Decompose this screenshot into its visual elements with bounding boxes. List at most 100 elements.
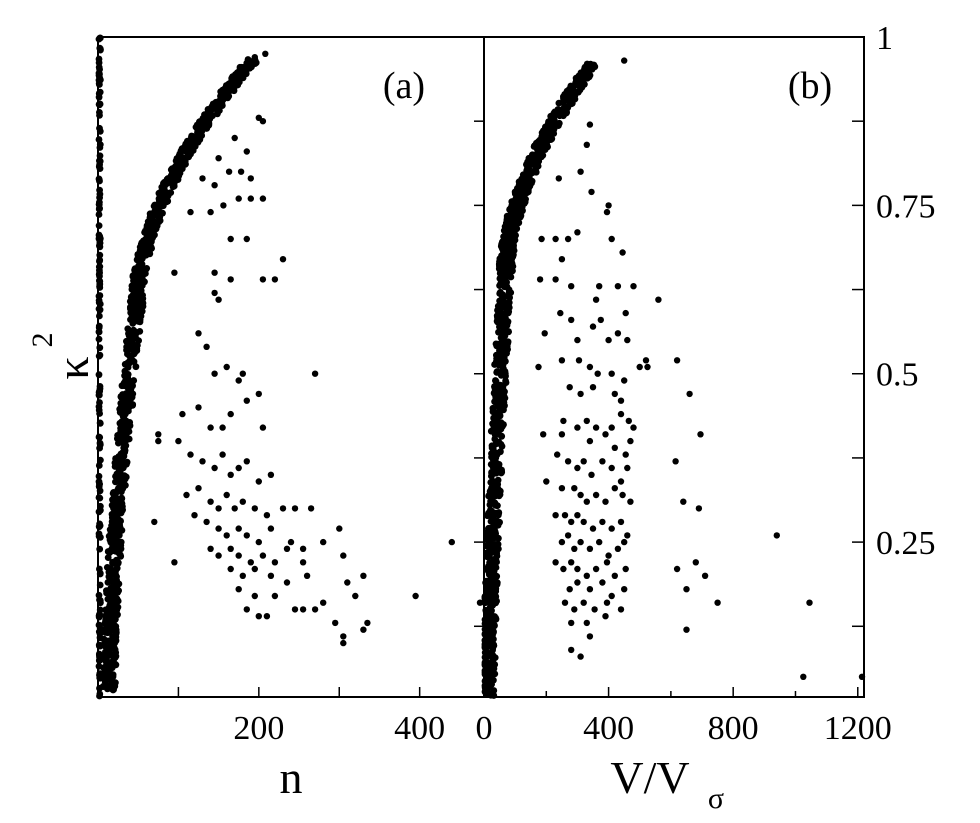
panel-a-scatter-point xyxy=(267,471,275,478)
panel-b-scatter-point xyxy=(574,464,581,472)
panel-b-band-point xyxy=(531,168,539,176)
panel-a-band-point xyxy=(96,165,104,173)
panel-b-band-point xyxy=(555,99,563,107)
panel-b-band-point xyxy=(488,558,496,566)
panel-a-band-point xyxy=(95,222,103,230)
panel-b-scatter-point xyxy=(619,491,626,499)
panel-b-scatter-point xyxy=(611,444,618,451)
panel-b-scatter-point xyxy=(617,606,625,613)
panel-b-scatter-point xyxy=(673,565,681,573)
panel-a-scatter-point xyxy=(263,613,271,620)
panel-a-band-point xyxy=(106,642,114,650)
panel-a-band-point xyxy=(112,478,119,486)
panel-b-scatter-point xyxy=(588,471,595,478)
panel-b-scatter-point xyxy=(586,586,594,593)
panel-b-scatter-point xyxy=(554,451,561,458)
panel-a-band-point xyxy=(96,581,104,589)
panel-b-scatter-point xyxy=(568,283,575,290)
panel-a-scatter-point xyxy=(291,606,299,613)
panel-b-scatter-point xyxy=(577,653,584,660)
panel-b-band-point xyxy=(551,110,559,118)
panel-b-band-point xyxy=(481,599,489,607)
panel-b-scatter-point xyxy=(608,370,615,377)
panel-a-band-point xyxy=(122,442,130,449)
panel-a-band-point xyxy=(177,165,185,173)
panel-b-x-tick-label: 1200 xyxy=(824,710,892,747)
panel-a-band-point xyxy=(96,351,104,359)
panel-a-x-tick-label: 200 xyxy=(233,710,284,747)
panel-a-scatter-point xyxy=(155,437,162,445)
panel-a-scatter-point xyxy=(227,471,234,478)
panel-b-band-point xyxy=(484,630,491,637)
panel-a-scatter-point xyxy=(211,269,218,276)
panel-a-band-point xyxy=(95,462,103,469)
panel-b-scatter-point xyxy=(586,437,594,445)
panel-a-scatter-point xyxy=(215,552,222,559)
panel-a-band-point xyxy=(103,611,110,619)
panel-a-band-point xyxy=(158,189,166,196)
panel-a-band-point xyxy=(118,526,126,534)
panel-a-band-point xyxy=(151,207,159,215)
panel-a-label: (a) xyxy=(383,65,425,107)
panel-b-scatter-point xyxy=(574,579,581,586)
panel-a-band-point xyxy=(95,508,103,516)
panel-b-band-point xyxy=(492,593,500,600)
panel-a-band-point xyxy=(146,242,154,250)
panel-b-band-point xyxy=(481,641,489,649)
panel-b-band-point xyxy=(520,172,527,180)
panel-a-scatter-point xyxy=(255,613,262,620)
panel-b-scatter-point xyxy=(611,572,618,579)
panel-b-band-point xyxy=(489,408,497,416)
panel-b-band-point xyxy=(487,543,494,551)
panel-b-scatter-point xyxy=(571,545,578,552)
panel-b-band-point xyxy=(497,369,505,377)
panel-a-band-point xyxy=(134,318,142,325)
panel-b-band-point xyxy=(484,618,492,625)
panel-b-scatter-point xyxy=(627,437,634,445)
panel-b-band-point xyxy=(582,72,589,80)
panel-b-scatter-point xyxy=(714,599,721,606)
panel-b-scatter-point xyxy=(605,202,612,209)
panel-a-band-point xyxy=(115,580,123,588)
panel-a-scatter-point xyxy=(247,559,254,566)
panel-a-scatter-point xyxy=(336,525,343,532)
panel-a-scatter-point xyxy=(247,195,254,202)
panel-a-band-point xyxy=(146,221,154,228)
panel-a-band-point xyxy=(96,692,103,700)
panel-b-scatter-point xyxy=(566,586,573,593)
panel-b-scatter-point xyxy=(564,458,572,465)
panel-a-band-point xyxy=(120,422,127,430)
panel-b-band-point xyxy=(498,301,506,309)
panel-a-band-point xyxy=(96,434,104,441)
panel-a-scatter-point xyxy=(215,155,222,162)
panel-a-scatter-point xyxy=(231,505,238,512)
panel-a-band-point xyxy=(191,142,198,149)
panel-b-scatter-point xyxy=(617,410,625,418)
panel-b-scatter-point xyxy=(608,235,615,243)
panel-a-band-point xyxy=(96,610,103,618)
panel-a-scatter-point xyxy=(267,525,275,532)
panel-b-x-tick-label: 800 xyxy=(708,710,759,747)
panel-a-band-point xyxy=(96,34,104,42)
panel-a-scatter-point xyxy=(207,498,214,505)
panel-b-scatter-point xyxy=(617,397,625,404)
panel-a-scatter-point xyxy=(279,256,287,263)
panel-a-scatter-point xyxy=(251,592,258,600)
y-axis-label: κ 2 xyxy=(26,333,98,380)
panel-a-band-point xyxy=(206,111,214,119)
panel-a-scatter-point xyxy=(299,606,307,613)
panel-b-scatter-point xyxy=(571,485,578,492)
panel-b-band-point xyxy=(515,178,523,186)
panel-b-band-point xyxy=(488,472,495,480)
panel-a-band-point xyxy=(95,523,103,531)
panel-a-scatter-point xyxy=(227,410,234,418)
panel-a-band-point xyxy=(117,427,125,435)
panel-a-scatter-point xyxy=(299,545,307,552)
panel-b-band-point xyxy=(487,491,495,499)
panel-b-scatter-point xyxy=(800,673,807,680)
panel-a-band-point xyxy=(181,157,188,165)
panel-b-scatter-point xyxy=(583,619,590,627)
panel-b-band-point xyxy=(504,319,511,326)
panel-b-scatter-point xyxy=(560,565,567,573)
panel-a-band-point xyxy=(96,565,103,573)
